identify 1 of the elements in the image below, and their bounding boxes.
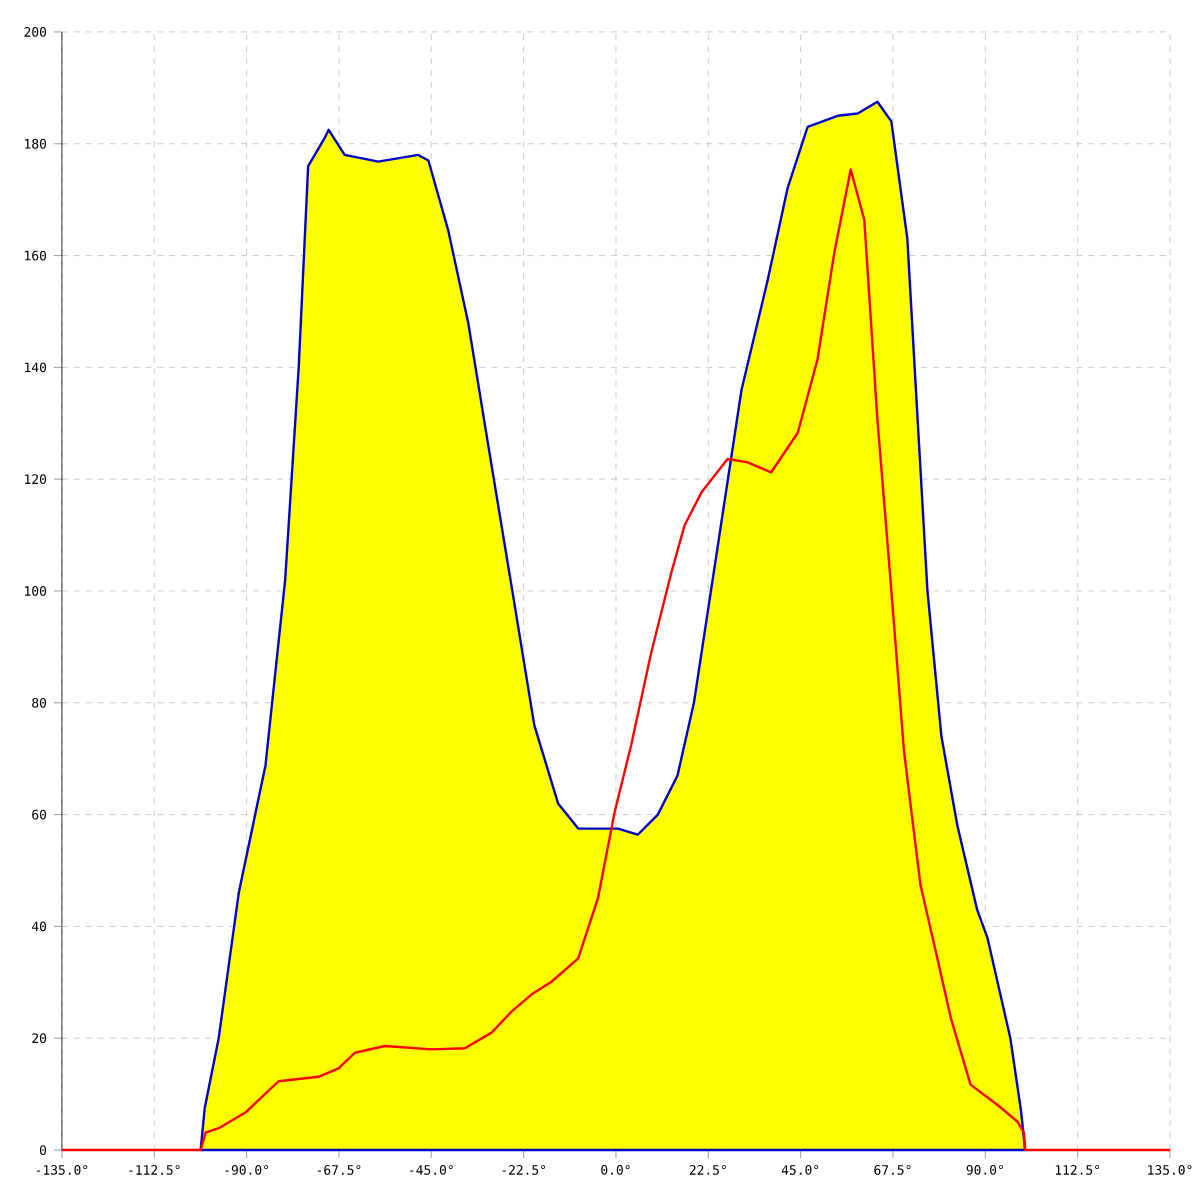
line-series <box>60 168 1172 1152</box>
